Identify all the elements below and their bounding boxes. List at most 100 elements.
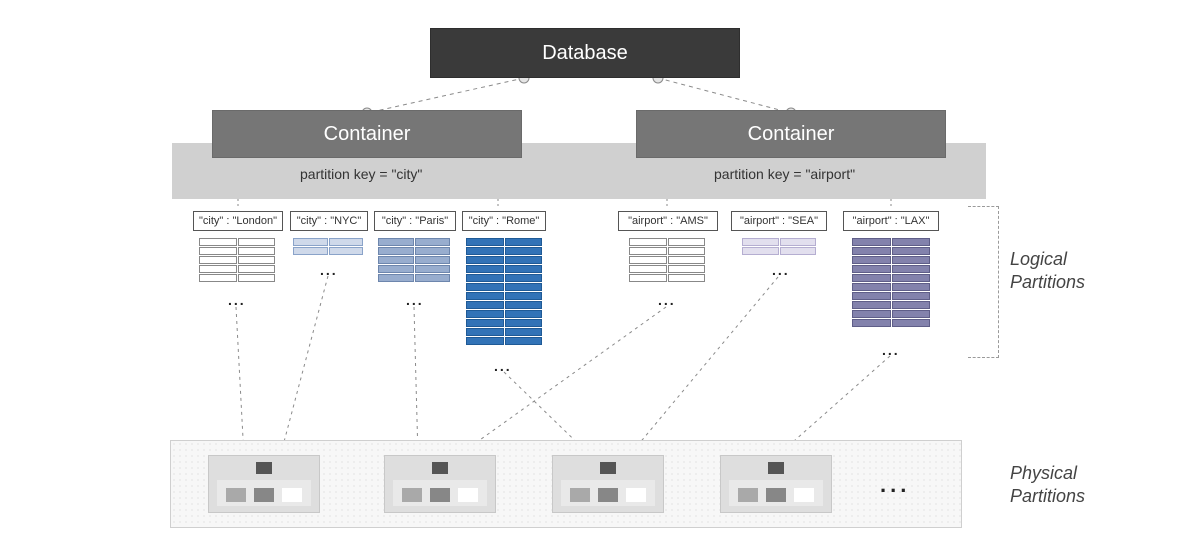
data-cell	[466, 238, 504, 246]
data-cell	[668, 238, 706, 246]
data-cell	[466, 337, 504, 345]
partition-rows	[629, 238, 705, 282]
partition-chip: "city" : "NYC"	[290, 211, 368, 231]
data-cell	[378, 238, 414, 246]
data-cell	[852, 256, 891, 264]
partition-ellipsis: ...	[494, 358, 512, 374]
data-cell	[293, 247, 328, 255]
data-cell	[238, 256, 276, 264]
container-label: Container	[748, 123, 835, 146]
data-cell	[466, 247, 504, 255]
data-cell	[505, 247, 543, 255]
physical-ellipsis: ...	[880, 472, 910, 498]
data-cell	[329, 247, 364, 255]
data-cell	[668, 256, 706, 264]
partition-chip: "airport" : "AMS"	[618, 211, 718, 231]
data-cell	[892, 283, 931, 291]
data-cell	[780, 247, 817, 255]
physical-node	[552, 455, 664, 513]
logical-bracket	[968, 206, 999, 358]
data-cell	[505, 292, 543, 300]
data-cell	[668, 265, 706, 273]
partition-chip: "city" : "Rome"	[462, 211, 546, 231]
partition-rows	[378, 238, 450, 282]
data-cell	[415, 256, 451, 264]
physical-partitions-label: Physical Partitions	[1010, 462, 1085, 507]
data-cell	[199, 256, 237, 264]
data-cell	[505, 256, 543, 264]
data-cell	[466, 265, 504, 273]
data-cell	[892, 265, 931, 273]
data-cell	[505, 337, 543, 345]
partition-ellipsis: ...	[658, 292, 676, 308]
partition-ellipsis: ...	[228, 292, 246, 308]
data-cell	[505, 283, 543, 291]
logical-label-line1: Logical	[1010, 249, 1067, 269]
partition-key-label: partition key = "airport"	[714, 166, 855, 182]
data-cell	[415, 274, 451, 282]
data-cell	[505, 274, 543, 282]
data-cell	[199, 274, 237, 282]
data-cell	[505, 301, 543, 309]
data-cell	[199, 265, 237, 273]
data-cell	[852, 274, 891, 282]
data-cell	[466, 301, 504, 309]
physical-node	[208, 455, 320, 513]
data-cell	[892, 256, 931, 264]
physical-node	[720, 455, 832, 513]
data-cell	[466, 310, 504, 318]
data-cell	[238, 247, 276, 255]
physical-node	[384, 455, 496, 513]
data-cell	[780, 238, 817, 246]
data-cell	[852, 319, 891, 327]
data-cell	[892, 274, 931, 282]
data-cell	[852, 265, 891, 273]
data-cell	[892, 310, 931, 318]
partition-rows	[466, 238, 542, 345]
partition-rows	[293, 238, 363, 255]
logical-partitions-label: Logical Partitions	[1010, 248, 1085, 293]
data-cell	[238, 238, 276, 246]
logical-label-line2: Partitions	[1010, 272, 1085, 292]
data-cell	[852, 238, 891, 246]
data-cell	[466, 292, 504, 300]
data-cell	[668, 274, 706, 282]
data-cell	[892, 319, 931, 327]
data-cell	[629, 256, 667, 264]
data-cell	[892, 238, 931, 246]
data-cell	[852, 283, 891, 291]
data-cell	[238, 265, 276, 273]
partition-chip: "airport" : "SEA"	[731, 211, 827, 231]
partition-rows	[852, 238, 930, 327]
data-cell	[892, 292, 931, 300]
data-cell	[199, 238, 237, 246]
container-box: Container	[212, 110, 522, 158]
data-cell	[505, 319, 543, 327]
data-cell	[852, 301, 891, 309]
partition-chip: "city" : "London"	[193, 211, 283, 231]
data-cell	[852, 310, 891, 318]
data-cell	[892, 301, 931, 309]
data-cell	[629, 274, 667, 282]
partition-rows	[742, 238, 816, 255]
data-cell	[505, 238, 543, 246]
partition-ellipsis: ...	[882, 342, 900, 358]
data-cell	[199, 247, 237, 255]
data-cell	[742, 247, 779, 255]
data-cell	[505, 310, 543, 318]
data-cell	[466, 328, 504, 336]
partition-ellipsis: ...	[320, 262, 338, 278]
data-cell	[238, 274, 276, 282]
data-cell	[415, 265, 451, 273]
data-cell	[892, 247, 931, 255]
partition-ellipsis: ...	[406, 292, 424, 308]
physical-label-line1: Physical	[1010, 463, 1077, 483]
partition-rows	[199, 238, 275, 282]
diagram-canvas: Database Containerpartition key = "city"…	[0, 0, 1201, 559]
partition-key-label: partition key = "city"	[300, 166, 422, 182]
data-cell	[329, 238, 364, 246]
container-label: Container	[324, 123, 411, 146]
partition-chip: "airport" : "LAX"	[843, 211, 939, 231]
data-cell	[629, 247, 667, 255]
data-cell	[378, 274, 414, 282]
